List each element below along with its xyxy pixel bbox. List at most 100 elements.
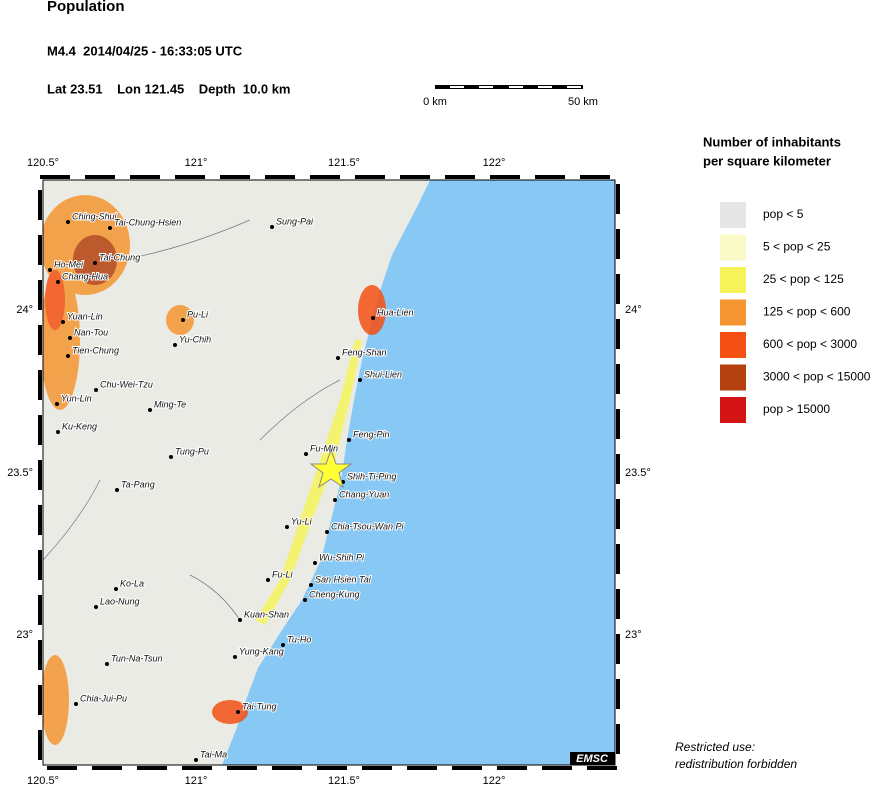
city-label: Tung-Pu	[175, 446, 209, 456]
city-label: Shih-Ti-Ping	[347, 471, 396, 481]
city-dot	[66, 354, 70, 358]
city-label: Wu-Shih Pi	[319, 552, 365, 562]
legend-swatch	[720, 267, 746, 293]
footer: Restricted use:	[675, 740, 755, 754]
lat-tick-label: 23°	[625, 629, 642, 641]
lat-tick-label: 23.5°	[625, 467, 651, 479]
lon-tick-label: 120.5°	[27, 775, 59, 787]
city-dot	[108, 226, 112, 230]
city-label: Yu-Li	[291, 516, 313, 526]
city-dot	[270, 225, 274, 229]
legend-swatch	[720, 364, 746, 391]
legend-swatch	[720, 202, 746, 228]
legend-label: 25 < pop < 125	[763, 272, 844, 286]
city-label: Shui-Lien	[364, 369, 402, 379]
city-label: Tien-Chung	[72, 345, 119, 355]
legend-label: 3000 < pop < 15000	[763, 370, 871, 384]
city-dot	[313, 561, 317, 565]
legend-title: per square kilometer	[703, 153, 831, 168]
city-label: Pu-Li	[187, 309, 209, 319]
city-dot	[94, 388, 98, 392]
city-label: San Hsien Tai	[315, 574, 372, 584]
scale-label: 50 km	[568, 96, 598, 108]
legend-label: 600 < pop < 3000	[763, 337, 857, 351]
city-label: Ku-Keng	[62, 421, 97, 431]
title: Population	[47, 0, 125, 15]
city-label: Yu-Chih	[179, 334, 211, 344]
legend-swatch	[720, 397, 746, 423]
legend-swatch	[720, 299, 746, 326]
lon-tick-label: 121.5°	[328, 157, 360, 169]
lon-tick-label: 120.5°	[27, 157, 59, 169]
event: M4.4 2014/04/25 - 16:33:05 UTC	[47, 43, 243, 58]
legend-label: 125 < pop < 600	[763, 305, 851, 319]
legend-label: 5 < pop < 25	[763, 240, 831, 254]
city-label: Tai-Tung	[242, 701, 277, 711]
city-label: Ming-Te	[154, 399, 186, 409]
city-label: Yun-Lin	[61, 393, 92, 403]
city-dot	[74, 702, 78, 706]
city-label: Fu-Li	[272, 569, 294, 579]
city-label: Tai-Ma	[200, 749, 227, 759]
lon-tick-label: 121°	[185, 775, 208, 787]
city-label: Nan-Tou	[74, 327, 108, 337]
city-dot	[94, 605, 98, 609]
city-label: Fu-Min	[310, 443, 338, 453]
city-dot	[281, 643, 285, 647]
city-label: Chia-Jui-Pu	[80, 693, 127, 703]
city-label: Tun-Na-Tsun	[111, 653, 163, 663]
legend-swatch	[720, 234, 746, 261]
legend-title: Number of inhabitants	[703, 134, 841, 149]
location: Lat 23.51 Lon 121.45 Depth 10.0 km	[47, 81, 291, 96]
logo: EMSC	[576, 753, 609, 765]
city-dot	[105, 662, 109, 666]
city-label: Tai-Chung	[99, 252, 140, 262]
city-dot	[336, 356, 340, 360]
city-label: Chang-Yuan	[339, 489, 389, 499]
lon-tick-label: 122°	[483, 775, 506, 787]
city-dot	[347, 438, 351, 442]
city-dot	[61, 320, 65, 324]
city-dot	[55, 402, 59, 406]
city-dot	[309, 583, 313, 587]
city-dot	[56, 280, 60, 284]
city-label: Sung-Pai	[276, 216, 314, 226]
city-dot	[169, 455, 173, 459]
city-dot	[93, 261, 97, 265]
city-dot	[56, 430, 60, 434]
city-label: Hua-Lien	[377, 307, 414, 317]
city-dot	[233, 655, 237, 659]
city-dot	[181, 318, 185, 322]
city-dot	[48, 268, 52, 272]
footer: redistribution forbidden	[675, 757, 797, 771]
lon-tick-label: 121.5°	[328, 775, 360, 787]
city-dot	[303, 598, 307, 602]
lat-tick-label: 24°	[625, 304, 642, 316]
legend: Number of inhabitants per square kilomet…	[703, 134, 871, 423]
city-dot	[115, 488, 119, 492]
city-label: Tai-Chung-Hsien	[114, 217, 181, 227]
city-dot	[266, 578, 270, 582]
city-dot	[371, 316, 375, 320]
city-label: Chu-Wei-Tzu	[100, 379, 153, 389]
city-label: Feng-Pin	[353, 429, 390, 439]
city-dot	[68, 336, 72, 340]
city-label: Chia-Tsou-Wan Pi	[331, 521, 405, 531]
lon-tick-label: 122°	[483, 157, 506, 169]
city-dot	[194, 758, 198, 762]
lon-tick-label: 121°	[185, 157, 208, 169]
city-label: Chang-Hua	[62, 271, 108, 281]
scale-bar: 0 km 50 km	[423, 85, 598, 108]
city-label: Tu-Ho	[287, 634, 311, 644]
city-label: Yuan-Lin	[67, 311, 103, 321]
city-dot	[285, 525, 289, 529]
city-dot	[114, 587, 118, 591]
epicenter	[309, 448, 353, 489]
city-dot	[66, 220, 70, 224]
city-label: Lao-Nung	[100, 596, 140, 606]
city-label: Ho-Mei	[54, 259, 84, 269]
city-dot	[304, 452, 308, 456]
scale-label: 0 km	[423, 96, 447, 108]
